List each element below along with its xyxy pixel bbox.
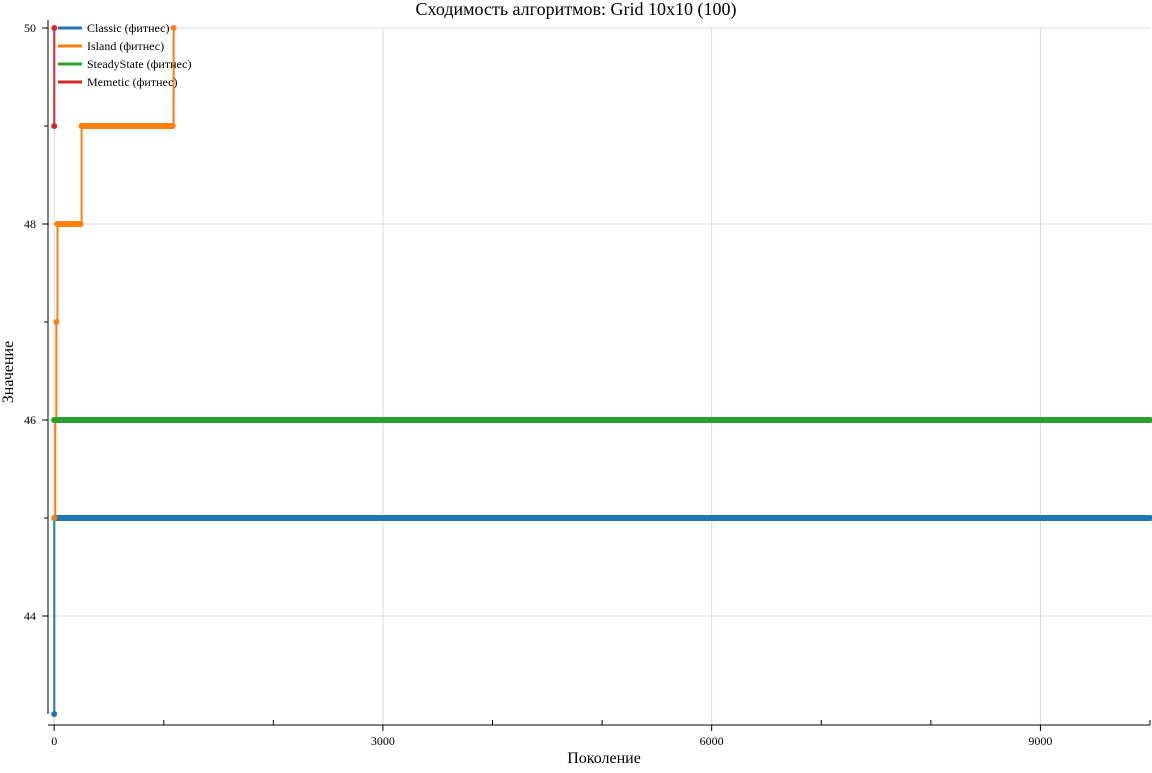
series-line bbox=[54, 28, 173, 518]
y-tick-label: 44 bbox=[24, 609, 36, 623]
y-tick-label: 50 bbox=[24, 21, 36, 35]
legend-label: Classic (фитнес) bbox=[87, 21, 169, 35]
data-point bbox=[171, 25, 177, 31]
legend-label: Island (фитнес) bbox=[87, 39, 164, 53]
x-tick-label: 0 bbox=[51, 734, 57, 748]
legend-item: Memetic (фитнес) bbox=[58, 75, 177, 89]
data-point bbox=[53, 319, 59, 325]
data-point bbox=[51, 123, 57, 129]
y-axis-label: Значение bbox=[0, 341, 17, 403]
data-point bbox=[51, 515, 57, 521]
legend-item: Classic (фитнес) bbox=[58, 21, 169, 35]
legend-label: Memetic (фитнес) bbox=[87, 75, 177, 89]
series-layer bbox=[51, 25, 1152, 717]
y-tick-label: 48 bbox=[24, 217, 36, 231]
series-1 bbox=[51, 25, 176, 521]
data-point bbox=[54, 221, 60, 227]
data-point bbox=[170, 123, 176, 129]
x-tick-label: 3000 bbox=[371, 734, 395, 748]
data-point bbox=[51, 711, 57, 717]
axes-layer bbox=[48, 20, 1150, 725]
data-point bbox=[77, 221, 83, 227]
ticks-layer: 0 3000 6000 9000 44 46 48 50 bbox=[24, 21, 1150, 748]
legend-item: SteadyState (фитнес) bbox=[58, 57, 191, 71]
y-tick-label: 46 bbox=[24, 413, 36, 427]
legend-item: Island (фитнес) bbox=[58, 39, 164, 53]
data-point bbox=[79, 123, 85, 129]
x-tick-label: 9000 bbox=[1028, 734, 1052, 748]
chart-title: Сходимость алгоритмов: Grid 10x10 (100) bbox=[416, 0, 737, 20]
series-3 bbox=[51, 25, 57, 129]
data-point bbox=[51, 25, 57, 31]
data-point bbox=[51, 417, 57, 423]
x-tick-label: 6000 bbox=[700, 734, 724, 748]
legend-label: SteadyState (фитнес) bbox=[87, 57, 191, 71]
series-2 bbox=[51, 417, 1152, 423]
grid-layer bbox=[48, 28, 1150, 725]
x-axis-label: Поколение bbox=[567, 750, 641, 767]
legend: Classic (фитнес) Island (фитнес) SteadySta… bbox=[58, 21, 191, 89]
